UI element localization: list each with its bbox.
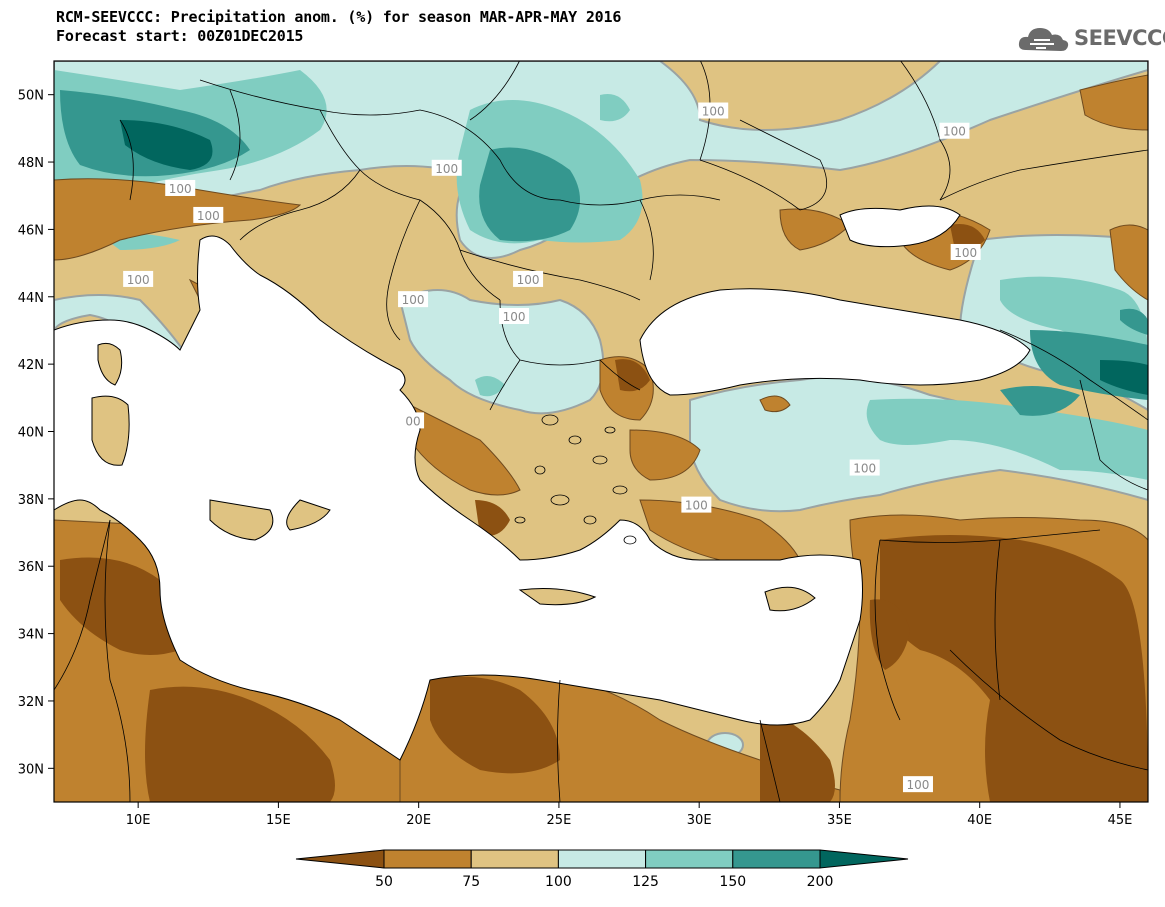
contour-label-bg xyxy=(499,307,530,324)
contour-label-bg xyxy=(402,412,425,429)
contour-label: 100 xyxy=(517,273,540,287)
contour-label-bg xyxy=(939,122,970,139)
contour-label-bg xyxy=(698,102,729,119)
longitude-axis: 10E 15E 20E 25E 30E 35E 40E 45E xyxy=(126,802,1133,828)
lat-tick-label: 38N xyxy=(18,493,44,508)
lon-tick-label: 45E xyxy=(1108,813,1133,828)
colorbar-label: 100 xyxy=(545,874,572,890)
aegean-islands xyxy=(514,414,637,545)
islands xyxy=(91,342,816,612)
contour-label: 100 xyxy=(685,499,708,513)
colorbar-box xyxy=(557,849,647,869)
contour-label: 100 xyxy=(943,125,966,139)
logo-text: SEEVCCC xyxy=(1074,26,1165,50)
lat-tick-label: 46N xyxy=(18,223,44,238)
lat-tick-label: 42N xyxy=(18,358,44,373)
colorbar-box xyxy=(470,849,559,869)
lon-tick-label: 20E xyxy=(406,813,431,828)
contour-label-bg xyxy=(513,270,544,287)
colorbar-label: 150 xyxy=(719,874,746,890)
country-borders xyxy=(54,61,1148,802)
contour-label-bg xyxy=(431,159,462,176)
lat-tick-label: 32N xyxy=(18,695,44,710)
contour-label: 100 xyxy=(503,310,526,324)
colorbar-box xyxy=(645,849,734,869)
contour-labels: 100 100 100 100 100 100 100 100 100 100 00 100 100 10… xyxy=(123,102,981,793)
seevccc-logo: SEEVCCC xyxy=(1016,20,1165,58)
colorbar-label: 50 xyxy=(375,874,393,890)
latitude-axis: 30N 32N 34N 36N 38N 40N 42N 44N 46N 48N 50N xyxy=(18,89,54,777)
contour-label: 100 xyxy=(853,462,876,476)
colorbar-box xyxy=(732,849,821,869)
contour-label: 00 xyxy=(405,414,420,428)
lon-tick-label: 40E xyxy=(967,813,992,828)
cloud-icon xyxy=(1018,28,1069,51)
colorbar-label: 125 xyxy=(632,874,659,890)
lon-tick-label: 25E xyxy=(547,813,572,828)
lon-tick-label: 10E xyxy=(126,813,151,828)
contour-label: 100 xyxy=(907,778,930,792)
map-title: RCM-SEEVCCC: Precipitation anom. (%) for… xyxy=(56,8,622,26)
contour-label: 100 xyxy=(954,246,977,260)
lat-tick-label: 48N xyxy=(18,156,44,171)
map-field xyxy=(54,61,1148,802)
contour-label-bg xyxy=(398,291,429,308)
contour-label-bg xyxy=(902,776,933,793)
lat-tick-label: 30N xyxy=(18,762,44,777)
contour-label: 100 xyxy=(702,105,725,119)
sea-areas xyxy=(54,205,1031,761)
contour-label: 100 xyxy=(169,182,192,196)
lon-tick-label: 35E xyxy=(827,813,852,828)
colorbar: 50 75 100 125 150 200 xyxy=(295,849,909,890)
colorbar-label: 200 xyxy=(807,874,834,890)
title-block: RCM-SEEVCCC: Precipitation anom. (%) for… xyxy=(56,8,621,46)
contour-label: 100 xyxy=(402,293,425,307)
contour-label-bg xyxy=(165,179,196,196)
lat-tick-label: 36N xyxy=(18,560,44,575)
contour-label-bg xyxy=(193,206,224,223)
colorbar-box xyxy=(383,849,472,869)
colorbar-label: 75 xyxy=(462,874,480,890)
contour-label: 100 xyxy=(435,162,458,176)
contour-label-bg xyxy=(681,496,712,513)
lat-tick-label: 34N xyxy=(18,628,44,643)
colorbar-high-triangle xyxy=(819,849,909,869)
lon-tick-label: 30E xyxy=(687,813,712,828)
lat-tick-label: 44N xyxy=(18,291,44,306)
map-subtitle: Forecast start: 00Z01DEC2015 xyxy=(56,27,304,45)
contour-label-bg xyxy=(849,459,880,476)
lon-tick-label: 15E xyxy=(266,813,291,828)
lat-tick-label: 50N xyxy=(18,89,44,104)
contour-label: 100 xyxy=(197,209,220,223)
contour-label-bg xyxy=(123,270,154,287)
colorbar-low-triangle xyxy=(295,849,385,869)
contour-label: 100 xyxy=(127,273,150,287)
contour-label-bg xyxy=(950,243,981,260)
lat-tick-label: 40N xyxy=(18,426,44,441)
